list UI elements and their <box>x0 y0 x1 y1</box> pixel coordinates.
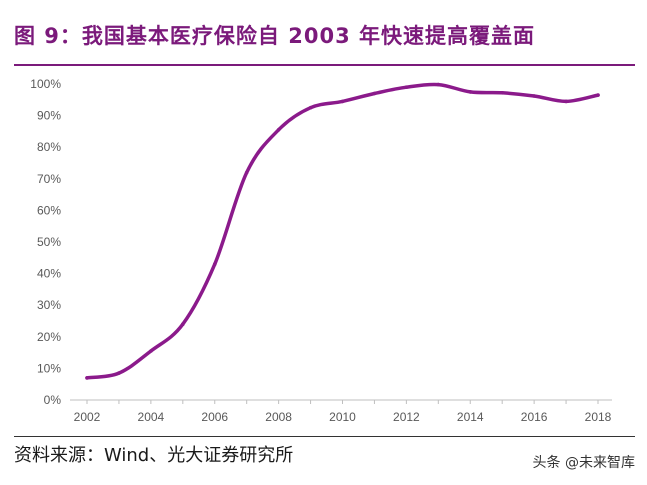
y-tick-label: 20% <box>37 330 61 344</box>
y-axis-tick-labels: 0% 10% 20% 30% 40% 50% 60% 70% 80% 90% 100% <box>30 77 61 407</box>
data-point <box>117 371 121 375</box>
y-tick-label: 30% <box>37 298 61 312</box>
data-point <box>404 85 409 89</box>
x-tick-label: 2018 <box>585 410 612 424</box>
y-tick-label: 40% <box>37 267 61 281</box>
data-point <box>372 91 377 96</box>
data-point <box>244 170 249 175</box>
watermark: 头条 @未来智库 <box>532 452 635 472</box>
data-point <box>149 349 153 353</box>
y-tick-label: 50% <box>37 235 61 249</box>
data-point <box>181 322 185 327</box>
x-tick-label: 2014 <box>457 410 484 424</box>
data-point <box>436 82 441 87</box>
x-tick-label: 2004 <box>138 410 165 424</box>
series-group <box>85 82 600 380</box>
y-tick-label: 10% <box>37 361 61 375</box>
data-point <box>468 90 473 94</box>
data-point <box>213 262 217 266</box>
x-axis-tick-labels: 2002 2004 2006 2008 2010 2012 2014 2016 2018 <box>74 410 612 424</box>
x-tick-label: 2006 <box>201 410 228 424</box>
y-tick-label: 80% <box>37 140 61 154</box>
x-tick-label: 2012 <box>393 410 420 424</box>
data-point <box>340 99 345 104</box>
data-point <box>564 99 568 104</box>
data-point <box>276 128 281 132</box>
x-tick-label: 2010 <box>329 410 356 424</box>
footer-divider <box>14 436 635 437</box>
y-tick-label: 70% <box>37 172 61 186</box>
data-point <box>308 105 313 110</box>
title-divider <box>14 64 635 66</box>
source-note: 资料来源：Wind、光大证券研究所 <box>14 445 294 466</box>
data-point <box>500 91 505 95</box>
y-tick-label: 100% <box>30 77 61 91</box>
x-axis-tick-marks <box>86 400 599 404</box>
series-line <box>85 82 600 380</box>
data-point <box>596 93 600 97</box>
data-point <box>85 376 89 380</box>
chart-title: 图 9：我国基本医疗保险自 2003 年快速提高覆盖面 <box>14 24 535 48</box>
x-tick-label: 2002 <box>74 410 101 424</box>
x-tick-label: 2008 <box>265 410 292 424</box>
y-tick-label: 90% <box>37 109 61 123</box>
data-point <box>532 94 536 98</box>
y-tick-label: 0% <box>44 393 62 407</box>
y-tick-label: 60% <box>37 203 61 217</box>
x-tick-label: 2016 <box>521 410 548 424</box>
